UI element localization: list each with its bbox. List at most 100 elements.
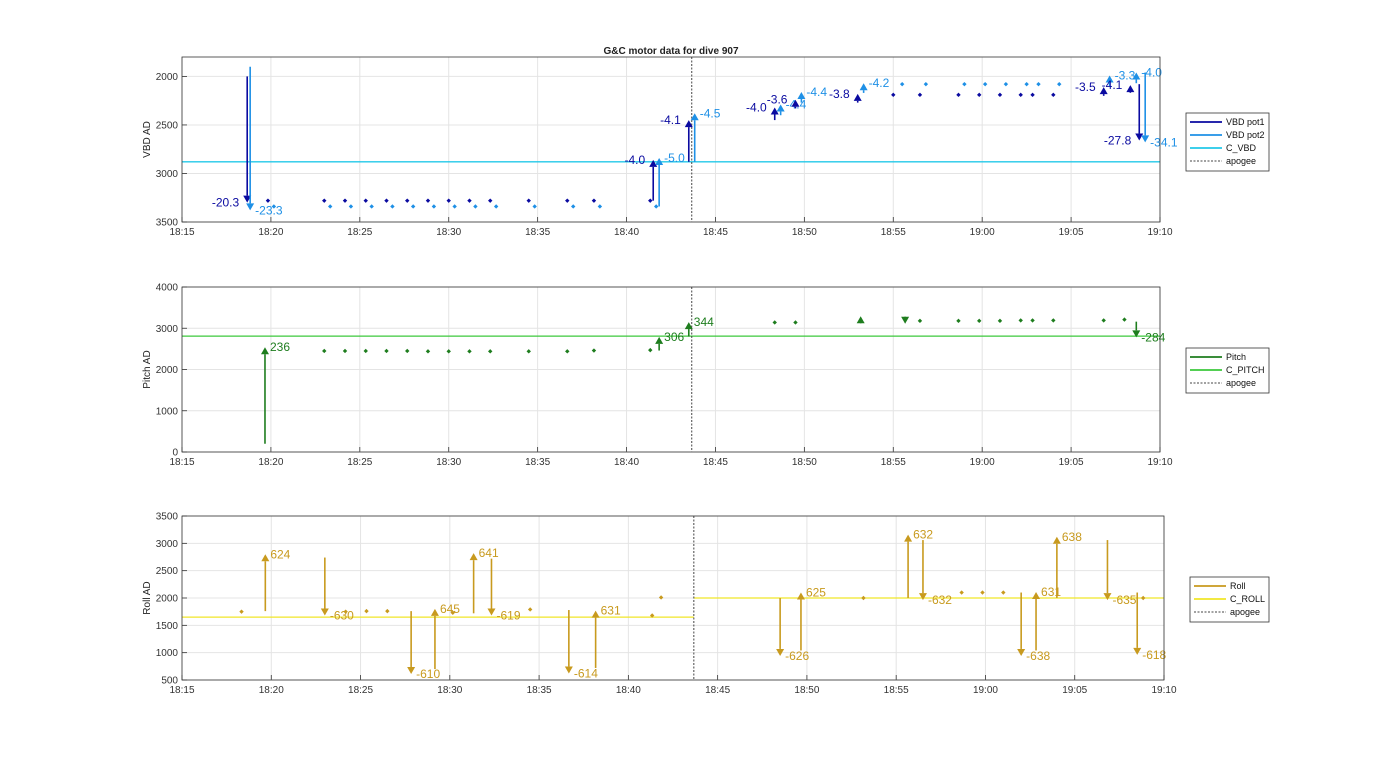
- x-tick-label: 18:40: [616, 685, 641, 696]
- move-label: -284: [1141, 330, 1165, 344]
- x-tick-label: 18:35: [525, 457, 550, 468]
- move-arrowhead: [856, 316, 865, 324]
- move-arrowhead: [591, 610, 600, 618]
- figure-title: G&C motor data for dive 907: [603, 46, 738, 57]
- move-label: -4.0: [1141, 66, 1162, 80]
- x-tick-label: 18:30: [436, 227, 461, 238]
- move-arrowhead: [655, 157, 664, 165]
- data-point: [384, 348, 389, 354]
- move-arrowhead: [684, 322, 693, 330]
- data-point: [1030, 318, 1035, 323]
- move-label: 306: [664, 330, 684, 344]
- x-tick-label: 19:10: [1147, 457, 1172, 468]
- move-arrowhead: [1133, 647, 1142, 655]
- move-label: -632: [928, 593, 952, 607]
- y-tick-label: 1500: [156, 621, 179, 632]
- data-point: [363, 198, 368, 203]
- data-point: [591, 198, 597, 203]
- x-tick-label: 18:35: [527, 685, 552, 696]
- move-arrowhead: [853, 93, 862, 101]
- roll-panel: 18:15 18:20 18:25 18:30 18:35 18:40 18:45 18:50…: [142, 512, 1270, 696]
- x-tick-label: 18:40: [614, 457, 639, 468]
- move-arrowhead: [1132, 72, 1141, 80]
- y-tick-label: 4000: [156, 283, 179, 294]
- move-label: 625: [806, 586, 826, 600]
- move-arrowhead: [1105, 75, 1114, 83]
- move-arrowhead: [791, 99, 800, 107]
- data-point: [1051, 318, 1056, 323]
- move-label: 645: [440, 602, 460, 616]
- x-tick-label: 18:45: [703, 227, 728, 238]
- legend-label: Pitch: [1226, 352, 1246, 362]
- x-tick-label: 18:50: [794, 685, 819, 696]
- data-point: [956, 92, 961, 98]
- data-point: [265, 198, 271, 203]
- data-point: [565, 349, 570, 354]
- y-axis-label: VBD AD: [142, 121, 153, 158]
- move-arrowhead: [1141, 135, 1150, 143]
- data-point: [591, 348, 597, 353]
- x-tick-label: 19:00: [973, 685, 998, 696]
- data-point: [1018, 318, 1023, 323]
- move-label: -4.2: [869, 76, 890, 90]
- data-point: [467, 349, 472, 354]
- move-arrowhead: [407, 666, 416, 674]
- legend-box: [1185, 347, 1270, 394]
- axes-frame: [181, 56, 1161, 223]
- data-point: [526, 198, 531, 203]
- data-point: [364, 608, 369, 614]
- x-tick-label: 18:30: [436, 457, 461, 468]
- move-arrowhead: [1135, 133, 1144, 141]
- data-point: [861, 595, 866, 601]
- x-tick-label: 18:55: [884, 685, 909, 696]
- legend-label: apogee: [1226, 156, 1256, 166]
- data-point: [493, 204, 499, 209]
- move-label: -4.1: [1102, 78, 1123, 92]
- data-point: [405, 198, 410, 203]
- y-tick-label: 2000: [156, 594, 179, 605]
- x-tick-label: 18:15: [169, 685, 194, 696]
- data-point: [793, 320, 798, 325]
- data-point: [977, 318, 982, 324]
- data-point: [982, 81, 988, 87]
- y-tick-label: 3000: [156, 539, 179, 550]
- move-arrowhead: [1052, 536, 1061, 544]
- data-point: [488, 198, 493, 203]
- move-label: -638: [1026, 649, 1050, 663]
- data-point: [648, 198, 653, 203]
- move-label: -27.8: [1104, 133, 1132, 147]
- y-tick-label: 3500: [156, 512, 179, 523]
- x-tick-label: 19:10: [1147, 227, 1172, 238]
- data-point: [980, 590, 985, 595]
- data-point: [917, 92, 923, 98]
- move-arrowhead: [797, 91, 806, 99]
- move-arrowhead: [261, 554, 270, 562]
- x-tick-label: 19:00: [970, 457, 995, 468]
- move-label: 632: [913, 528, 933, 542]
- y-tick-label: 1000: [156, 648, 179, 659]
- data-point: [385, 608, 390, 614]
- data-point: [597, 204, 603, 209]
- data-point: [658, 595, 664, 600]
- data-point: [1003, 81, 1009, 87]
- data-point: [1140, 595, 1146, 601]
- y-tick-label: 1000: [156, 406, 179, 417]
- data-point: [1024, 81, 1029, 87]
- move-label: -4.0: [746, 100, 767, 114]
- data-point: [1122, 317, 1127, 322]
- move-label: -4.0: [625, 153, 646, 167]
- data-point: [446, 198, 451, 203]
- data-point: [488, 349, 493, 354]
- move-arrowhead: [655, 336, 664, 344]
- data-point: [446, 349, 451, 354]
- data-point: [648, 347, 653, 353]
- y-axis-label: Roll AD: [142, 581, 153, 614]
- axes-frame: [181, 515, 1165, 681]
- move-arrowhead: [770, 107, 779, 115]
- move-arrowhead: [469, 553, 478, 561]
- move-label: -5.0: [664, 151, 685, 165]
- data-point: [327, 204, 333, 209]
- move-label: -3.6: [767, 93, 788, 107]
- move-arrowhead: [684, 120, 693, 128]
